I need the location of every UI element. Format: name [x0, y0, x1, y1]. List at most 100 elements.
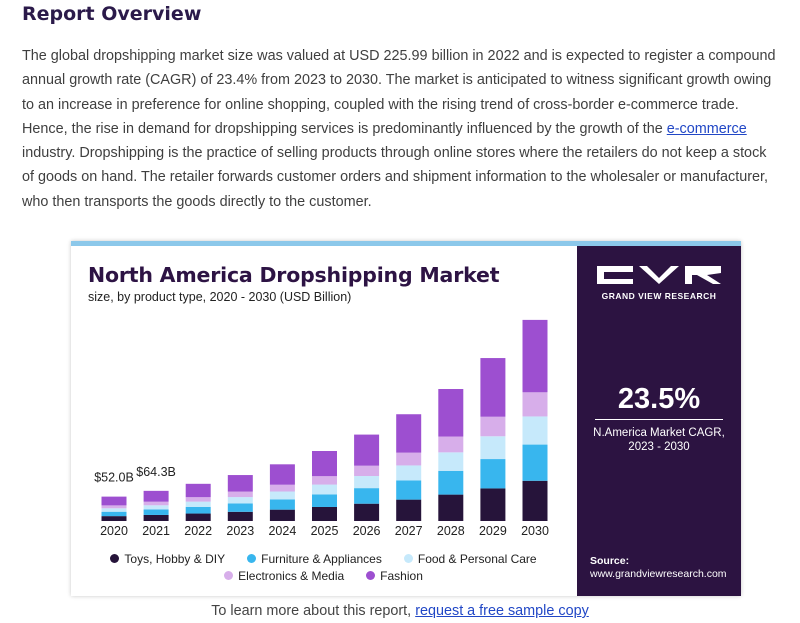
- bar-segment-fashion-2028: [438, 389, 464, 437]
- legend-row: Toys, Hobby & DIY Furniture & Appliances…: [71, 550, 576, 567]
- legend-label: Food & Personal Care: [417, 551, 537, 566]
- bar-segment-toys-2030: [522, 480, 548, 521]
- bar-segment-furniture-2029: [480, 459, 506, 489]
- source-url: www.grandviewresearch.com: [590, 568, 727, 580]
- bar-segment-electronics-2029: [480, 416, 506, 437]
- x-tick-label: 2020: [100, 524, 128, 538]
- source-label: Source:: [590, 555, 630, 567]
- request-sample-link[interactable]: request a free sample copy: [415, 603, 589, 619]
- legend-dot-icon: [403, 554, 413, 563]
- bar-segment-furniture-2027: [396, 480, 422, 500]
- footer-text: To learn more about this report,: [211, 603, 416, 619]
- bar-segment-fashion-2020: [101, 496, 127, 506]
- report-overview-paragraph: The global dropshipping market size was …: [22, 44, 782, 214]
- bar-segment-electronics-2028: [438, 436, 464, 453]
- bar-segment-food-2024: [269, 491, 295, 500]
- paragraph-text-start: The global dropshipping market size was …: [22, 48, 776, 137]
- bar-segment-furniture-2026: [354, 488, 380, 504]
- x-tick-label: 2029: [479, 524, 507, 538]
- bar-segment-electronics-2030: [522, 392, 548, 417]
- bar-segment-food-2022: [185, 501, 211, 507]
- chart-subtitle: size, by product type, 2020 - 2030 (USD …: [88, 290, 352, 304]
- bar-segment-furniture-2022: [185, 506, 211, 514]
- grand-view-research-logo-icon: [597, 266, 721, 284]
- legend-dot-icon: [247, 554, 257, 563]
- legend-item-electronics: Electronics & Media: [224, 569, 344, 583]
- cagr-divider: [595, 419, 723, 420]
- bar-segment-fashion-2027: [396, 414, 422, 453]
- chart-title: North America Dropshipping Market: [88, 263, 500, 287]
- bar-segment-food-2028: [438, 452, 464, 471]
- data-label: $52.0B: [94, 471, 134, 485]
- bar-segment-fashion-2022: [185, 483, 211, 498]
- bar-segment-food-2029: [480, 436, 506, 460]
- bar-segment-food-2030: [522, 416, 548, 445]
- x-tick-label: 2022: [184, 524, 212, 538]
- cagr-label: N.America Market CAGR, 2023 - 2030: [577, 426, 741, 454]
- legend-dot-icon: [366, 571, 376, 580]
- bar-segment-electronics-2025: [312, 476, 337, 485]
- bar-segment-electronics-2022: [185, 497, 211, 502]
- bar-segment-toys-2021: [143, 514, 169, 521]
- chart-sidebar: GRAND VIEW RESEARCH 23.5% N.America Mark…: [577, 246, 741, 596]
- bar-segment-fashion-2023: [227, 475, 253, 492]
- bar-segment-toys-2027: [396, 499, 422, 521]
- bar-segment-food-2025: [312, 484, 337, 495]
- legend-item-furniture: Furniture & Appliances: [247, 552, 382, 566]
- bar-segment-fashion-2029: [480, 358, 506, 417]
- bar-segment-electronics-2027: [396, 452, 422, 466]
- bar-segment-food-2020: [101, 508, 127, 512]
- x-tick-label: 2025: [311, 524, 339, 538]
- cagr-label-line: N.America Market CAGR,: [593, 427, 725, 439]
- x-tick-label: 2026: [353, 524, 381, 538]
- bar-segment-food-2021: [143, 505, 169, 510]
- legend-dot-icon: [224, 571, 234, 580]
- bar-segment-toys-2026: [354, 503, 380, 521]
- bar-segment-toys-2025: [312, 506, 337, 521]
- bar-segment-furniture-2030: [522, 444, 548, 481]
- legend-dot-icon: [110, 554, 120, 563]
- bar-segment-food-2026: [354, 476, 380, 489]
- bar-segment-fashion-2026: [354, 434, 380, 466]
- cagr-value: 23.5%: [617, 383, 701, 415]
- legend-label: Toys, Hobby & DIY: [124, 551, 226, 566]
- bar-segment-food-2027: [396, 465, 422, 481]
- bar-segment-toys-2029: [480, 488, 506, 521]
- bar-segment-fashion-2021: [143, 490, 169, 502]
- bar-segment-toys-2024: [269, 509, 295, 521]
- bar-segment-electronics-2021: [143, 501, 169, 506]
- bar-segment-electronics-2026: [354, 465, 380, 477]
- bar-segment-electronics-2023: [227, 491, 253, 498]
- bar-segment-toys-2020: [101, 516, 127, 521]
- cagr-label-line: 2023 - 2030: [628, 441, 690, 453]
- bar-segment-toys-2022: [185, 513, 211, 521]
- x-tick-label: 2030: [521, 524, 549, 538]
- data-label: $64.3B: [136, 465, 176, 479]
- x-tick-label: 2027: [395, 524, 423, 538]
- bar-segment-furniture-2025: [312, 494, 337, 507]
- bar-segment-fashion-2024: [269, 464, 295, 485]
- chart-legend: Toys, Hobby & DIY Furniture & Appliances…: [71, 550, 576, 584]
- bar-segment-furniture-2024: [269, 499, 295, 510]
- report-overview-heading: Report Overview: [22, 3, 202, 25]
- footer-cta: To learn more about this report, request…: [0, 603, 800, 619]
- x-tick-label: 2028: [437, 524, 465, 538]
- legend-row: Electronics & Media Fashion: [71, 567, 576, 584]
- market-chart-card: North America Dropshipping Market size, …: [71, 241, 741, 596]
- bar-segment-furniture-2028: [438, 470, 464, 495]
- paragraph-text-end: industry. Dropshipping is the practice o…: [22, 145, 769, 210]
- legend-item-food: Food & Personal Care: [403, 551, 537, 566]
- e-commerce-link[interactable]: e-commerce: [666, 120, 747, 137]
- bar-segment-toys-2028: [438, 494, 464, 521]
- bar-segment-toys-2023: [227, 511, 253, 521]
- legend-label: Furniture & Appliances: [261, 551, 382, 566]
- bar-segment-furniture-2020: [101, 511, 127, 517]
- legend-label: Electronics & Media: [238, 568, 345, 583]
- bar-segment-furniture-2021: [143, 509, 169, 515]
- legend-item-toys: Toys, Hobby & DIY: [110, 552, 225, 566]
- x-tick-label: 2021: [142, 524, 170, 538]
- bar-segment-food-2023: [227, 497, 253, 504]
- legend-label: Fashion: [380, 568, 423, 583]
- brand-name: GRAND VIEW RESEARCH: [601, 291, 717, 301]
- bar-segment-electronics-2020: [101, 505, 127, 509]
